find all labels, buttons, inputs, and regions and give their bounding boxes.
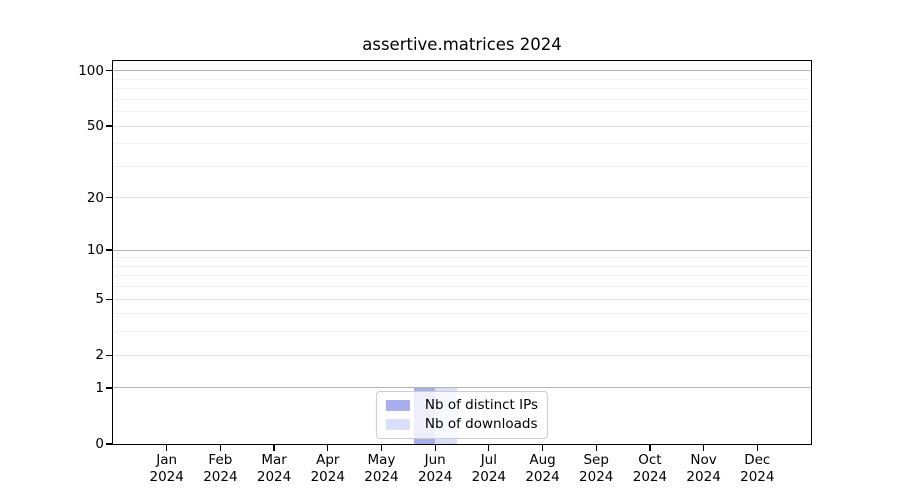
gridline-power [113, 249, 811, 251]
y-axis-tick [106, 249, 113, 251]
x-axis-tick [219, 444, 221, 451]
gridline-minor [113, 275, 811, 277]
x-axis-tick-label-month: Feb [208, 452, 233, 468]
x-axis-tick-label-month: Mar [261, 452, 287, 468]
y-axis-tick-label: 0 [95, 436, 104, 452]
x-axis-tick-label-year: 2024 [686, 468, 721, 485]
y-axis-tick [106, 354, 113, 356]
y-axis-tick [106, 197, 113, 199]
gridline-minor [113, 286, 811, 288]
x-axis-tick [649, 444, 651, 451]
x-axis-tick-label-month: Jan [156, 452, 178, 468]
gridline-minor [113, 98, 811, 100]
y-axis-tick-label: 20 [86, 189, 104, 206]
bars-layer [113, 61, 811, 444]
x-axis-tick-label: Dec 2024 [721, 452, 793, 485]
x-axis-tick-label-month: Apr [316, 452, 340, 468]
x-axis-tick-label: Aug 2024 [507, 452, 579, 485]
y-axis-tick-label: 2 [95, 347, 104, 364]
x-axis-tick-label: Nov 2024 [668, 452, 740, 485]
x-axis-tick-label-year: 2024 [364, 468, 399, 485]
gridline-minor [113, 165, 811, 167]
gridline-major [113, 298, 811, 300]
x-axis-tick-label-year: 2024 [740, 468, 775, 485]
x-axis-tick-label-year: 2024 [310, 468, 345, 485]
x-axis-tick-label-month: Aug [529, 452, 556, 468]
plot-area: Nb of distinct IPs Nb of downloads [112, 60, 812, 445]
legend-swatch-downloads [385, 419, 410, 430]
x-axis-tick-label: May 2024 [345, 452, 417, 485]
x-axis-tick-label: Jan 2024 [131, 452, 203, 485]
x-axis-tick [434, 444, 436, 451]
legend-swatch-distinct-ips [385, 400, 410, 411]
x-axis-tick-label-month: May [367, 452, 396, 468]
x-axis-tick-label-month: Dec [744, 452, 771, 468]
x-axis-tick-label-year: 2024 [417, 468, 453, 485]
y-axis-tick-label: 10 [86, 242, 104, 259]
x-axis-tick-label-year: 2024 [525, 468, 560, 485]
legend-label-downloads: Nb of downloads [424, 416, 538, 432]
x-axis-tick [595, 444, 597, 451]
x-axis-tick-label-year: 2024 [256, 468, 292, 485]
gridline-minor [113, 265, 811, 267]
y-axis-tick [106, 298, 113, 300]
x-axis-tick-label: Jun 2024 [399, 452, 471, 485]
legend-item-distinct-ips: Nb of distinct IPs [385, 396, 539, 415]
x-axis-tick-label: Feb 2024 [184, 452, 256, 485]
x-axis-tick [273, 444, 275, 451]
gridline-minor [113, 313, 811, 315]
x-axis-tick [166, 444, 168, 451]
gridline-minor [113, 143, 811, 145]
gridline-power [113, 70, 811, 72]
gridline-major [113, 354, 811, 356]
y-axis-tick-label: 5 [95, 291, 104, 308]
gridline-minor [113, 78, 811, 80]
y-axis-tick [106, 387, 113, 389]
y-axis-tick-label: 1 [95, 379, 104, 396]
x-axis-tick [327, 444, 329, 451]
x-axis-tick-label-year: 2024 [579, 468, 614, 485]
y-axis-tick-label: 50 [86, 118, 104, 135]
x-axis-tick-label-year: 2024 [471, 468, 507, 485]
legend: Nb of distinct IPs Nb of downloads [375, 391, 549, 439]
y-axis-tick-label: 100 [78, 62, 104, 79]
x-axis-tick-label: Oct 2024 [614, 452, 686, 485]
gridline-major [113, 125, 811, 127]
gridline-minor [113, 88, 811, 90]
x-axis-tick-label-year: 2024 [149, 468, 184, 485]
gridline-minor [113, 257, 811, 259]
x-axis-tick [756, 444, 758, 451]
x-axis-tick-label: Sep 2024 [560, 452, 632, 485]
x-axis-tick-label-month: Oct [638, 452, 662, 468]
chart-title: assertive.matrices 2024 [362, 35, 562, 54]
x-axis-tick-label: Jul 2024 [453, 452, 525, 485]
x-axis-tick-label-month: Jul [480, 452, 497, 468]
x-axis-tick-label-year: 2024 [632, 468, 668, 485]
gridline-minor [113, 111, 811, 113]
x-axis-tick [541, 444, 544, 451]
x-axis-tick-label-month: Jun [424, 452, 446, 468]
x-axis-tick [380, 444, 383, 451]
x-axis-tick-label-year: 2024 [203, 468, 238, 485]
x-axis-tick-label-month: Sep [583, 452, 609, 468]
x-axis-tick [488, 444, 490, 451]
y-axis-tick [106, 443, 113, 445]
x-axis-tick-label: Mar 2024 [238, 452, 310, 485]
legend-item-downloads: Nb of downloads [385, 415, 538, 434]
gridline-major [113, 197, 811, 199]
x-axis-tick [703, 444, 705, 451]
x-axis-tick-label-month: Nov [690, 452, 717, 468]
gridline-minor [113, 331, 811, 333]
y-axis-tick [106, 70, 113, 72]
gridline-power [113, 387, 811, 389]
y-axis-tick [106, 125, 113, 127]
x-axis-tick-label: Apr 2024 [292, 452, 364, 485]
grid-layer [113, 61, 811, 444]
legend-label-distinct-ips: Nb of distinct IPs [424, 397, 539, 413]
